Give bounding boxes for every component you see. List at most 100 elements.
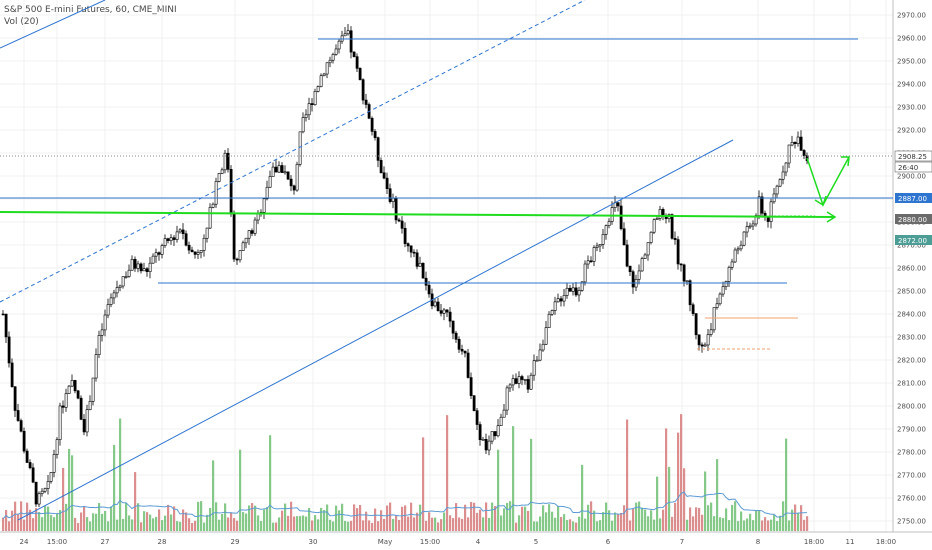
candle-body xyxy=(313,91,317,105)
candle-body xyxy=(256,213,260,221)
volume-bar xyxy=(356,508,359,531)
volume-bar xyxy=(554,517,557,531)
volume-bar xyxy=(383,518,386,531)
candle-body xyxy=(775,185,779,195)
candle-body xyxy=(337,40,341,50)
candle-body xyxy=(106,304,110,316)
candle-body xyxy=(349,30,353,53)
volume-bar xyxy=(98,503,101,531)
trendline-upper-dashed[interactable] xyxy=(0,0,586,303)
candle-body xyxy=(310,103,314,105)
volume-bar xyxy=(386,505,389,531)
candle-body xyxy=(319,75,323,87)
volume-bar xyxy=(65,503,68,531)
candle-body xyxy=(418,262,422,267)
level-2880-green[interactable] xyxy=(0,211,836,218)
volume-bar xyxy=(164,515,167,531)
time-tick-label: 29 xyxy=(231,538,240,546)
time-tick-label: 6 xyxy=(606,538,611,546)
volume-bar xyxy=(599,520,602,531)
volume-bar xyxy=(698,507,701,531)
volume-bar xyxy=(362,520,365,531)
price-axis[interactable]: 2970.00 2960.00 2950.00 2940.00 2930.00 2920.… xyxy=(897,12,926,526)
volume-bar xyxy=(482,517,485,531)
candle-body xyxy=(22,430,26,452)
volume-bar xyxy=(755,510,758,531)
candle-body xyxy=(331,54,335,61)
volume-moving-average xyxy=(2,491,808,520)
drawings[interactable] xyxy=(0,0,893,521)
volume-bar xyxy=(632,508,635,531)
candle-body xyxy=(49,472,53,482)
volume-bar xyxy=(263,509,266,531)
volume-bar xyxy=(542,505,545,531)
volume-bar xyxy=(596,521,599,531)
volume-bar xyxy=(317,519,320,531)
candle-body xyxy=(466,352,470,378)
volume-bar xyxy=(119,418,122,531)
volume-bar xyxy=(794,504,797,531)
candle-body xyxy=(652,219,656,233)
volume-bar xyxy=(671,516,674,531)
volume-bar xyxy=(578,516,581,531)
volume-bar xyxy=(332,521,335,531)
candle-body xyxy=(697,334,701,346)
candle-body xyxy=(748,225,752,228)
candle-body xyxy=(109,297,113,305)
volume-bar xyxy=(470,502,473,531)
volume-bar xyxy=(74,517,77,531)
candle-body xyxy=(715,303,719,308)
volume-bar xyxy=(545,512,548,531)
volume-bar xyxy=(293,516,296,531)
volume-bar xyxy=(488,517,491,531)
candle-body xyxy=(301,117,305,133)
candle-body xyxy=(670,214,674,239)
candle-body xyxy=(352,51,356,57)
volume-bar xyxy=(740,511,743,531)
volume-bar xyxy=(665,428,668,531)
volume-bar xyxy=(758,510,761,531)
candle-body xyxy=(280,165,284,173)
volume-bar xyxy=(41,517,44,531)
candle-body xyxy=(622,228,626,246)
time-axis[interactable]: 24 15:00 27 28 29 30 May 15:00 4 5 6 7 8 18:00 11 18:00 xyxy=(20,538,897,546)
symbol-title[interactable]: S&P 500 E-mini Futures, 60, CME_MINI xyxy=(4,5,177,15)
candle-body xyxy=(10,362,14,387)
volume-bar xyxy=(281,510,284,531)
candle-body xyxy=(163,238,167,246)
candle-body xyxy=(262,198,266,213)
volume-bar xyxy=(503,508,506,531)
volume-title[interactable]: Vol (20) xyxy=(4,17,39,27)
volume-bar xyxy=(668,466,671,531)
projection-arrowhead-down xyxy=(814,195,827,207)
projection-arrowhead-up xyxy=(841,156,850,167)
trendline-upper-solid[interactable] xyxy=(0,0,106,49)
candle-body xyxy=(484,439,488,451)
horizontal-grid xyxy=(0,14,893,522)
candle-body xyxy=(679,263,683,266)
volume-bar xyxy=(215,502,218,531)
candle-body xyxy=(562,295,566,302)
volume-bar xyxy=(245,513,248,531)
last-price-tag xyxy=(894,150,932,162)
volume-bar xyxy=(368,520,371,531)
candle-body xyxy=(556,298,560,303)
candle-body xyxy=(727,266,731,282)
candle-body xyxy=(76,390,80,399)
volume-bar xyxy=(53,517,56,531)
candle-body xyxy=(790,141,794,146)
volume-bar xyxy=(137,503,140,531)
trendline-lower[interactable] xyxy=(17,139,734,521)
candle-body xyxy=(646,242,650,256)
candle-body xyxy=(283,171,287,174)
candle-body xyxy=(583,263,587,283)
volume-bar xyxy=(200,501,203,531)
volume-bar xyxy=(650,510,653,531)
candle-body xyxy=(505,387,509,411)
volume-bar xyxy=(173,506,176,531)
candle-body xyxy=(460,349,464,352)
volume-bar xyxy=(389,502,392,531)
volume-bar xyxy=(749,513,752,531)
candle-body xyxy=(31,467,35,483)
